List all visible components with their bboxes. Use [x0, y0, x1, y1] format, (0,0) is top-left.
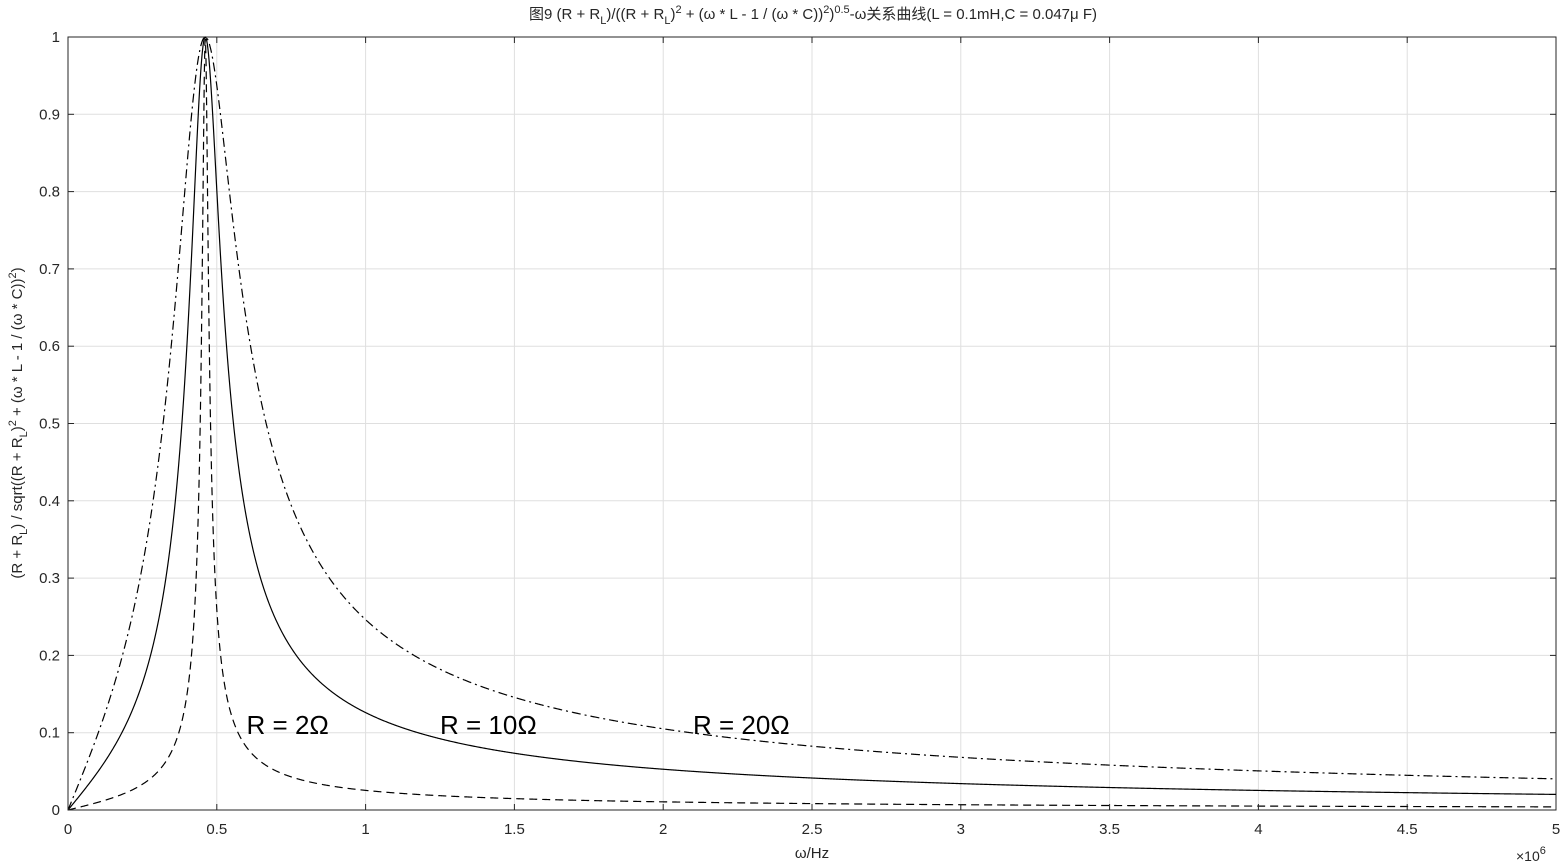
y-tick-label: 0.1 [39, 725, 60, 742]
x-tick-label: 3.5 [1099, 821, 1120, 838]
svg-text:×106: ×106 [1516, 845, 1546, 862]
x-tick-label: 1.5 [504, 821, 525, 838]
subscript: L [18, 529, 30, 535]
superscript: 0.5 [834, 4, 849, 16]
series-line-r2 [67, 38, 1556, 811]
series-line-r20 [67, 36, 1557, 811]
x-tick-label: 3 [957, 821, 965, 838]
y-tick-label: 0.5 [39, 416, 60, 433]
superscript: 2 [7, 420, 19, 426]
y-axis-label: (R + RL) / sqrt((R + RL)2 + (ω * L - 1 /… [7, 267, 30, 578]
x-tick-labels: 0 0.5 1 1.5 2 2.5 3 3.5 4 4.5 5 [64, 37, 1560, 838]
series-line-r10 [67, 36, 1557, 811]
chart-title: 图9 (R + RL)/((R + RL)2 + (ω * L - 1 / (ω… [529, 4, 1097, 27]
y-tick-label: 1 [52, 29, 60, 46]
x-axis-label: ω/Hz [795, 845, 829, 862]
rich-text-segment: ) [670, 6, 675, 23]
y-tick-label: 0.3 [39, 570, 60, 587]
rich-text-segment: ) [829, 6, 834, 23]
y-tick-label: 0.6 [39, 338, 60, 355]
x-tick-label: 0.5 [206, 821, 227, 838]
y-tick-label: 0.2 [39, 647, 60, 664]
x-exponent-power: 6 [1540, 845, 1546, 857]
y-tick-label: 0.9 [39, 106, 60, 123]
series-group [67, 36, 1557, 811]
annotation-label: R = 20Ω [693, 710, 790, 740]
x-tick-label: 2.5 [802, 821, 823, 838]
x-tick-label: 1 [361, 821, 369, 838]
rich-text-segment: ) [9, 267, 26, 272]
rich-text-segment: -ω关系曲线(L = 0.1mH,C = 0.047μ F) [850, 6, 1097, 23]
rich-text-segment: ) / sqrt((R + R [9, 437, 26, 528]
superscript: 2 [675, 4, 681, 16]
rich-text-segment: + (ω * L - 1 / (ω * C)) [682, 6, 824, 23]
y-tick-label: 0.7 [39, 261, 60, 278]
y-tick-label: 0 [52, 802, 60, 819]
x-tick-label: 4 [1254, 821, 1262, 838]
superscript: 2 [823, 4, 829, 16]
annotations: R = 2Ω R = 10Ω R = 20Ω [247, 710, 790, 740]
grid-lines [67, 36, 1557, 811]
rich-text-segment: + (ω * L - 1 / (ω * C)) [9, 279, 26, 421]
x-tick-label: 4.5 [1397, 821, 1418, 838]
x-tick-label: 5 [1552, 821, 1560, 838]
x-tick-label: 0 [64, 821, 72, 838]
superscript: 2 [7, 272, 19, 278]
subscript: L [664, 15, 670, 27]
rich-text-segment: 图9 (R + R [529, 6, 600, 23]
rich-text-segment: (R + R [9, 535, 26, 579]
subscript: L [600, 15, 606, 27]
annotation-label: R = 10Ω [440, 710, 537, 740]
annotation-label: R = 2Ω [247, 710, 329, 740]
y-tick-labels: 0 0.1 0.2 0.3 0.4 0.5 0.6 0.7 0.8 0.9 1 [39, 29, 1556, 819]
rich-text-segment: )/((R + R [606, 6, 664, 23]
y-tick-label: 0.8 [39, 184, 60, 201]
x-exponent-base: ×10 [1516, 848, 1540, 862]
x-axis-exponent: ×106 [1516, 845, 1546, 862]
subscript: L [18, 431, 30, 437]
x-tick-label: 2 [659, 821, 667, 838]
y-tick-label: 0.4 [39, 493, 60, 510]
rich-text-segment: ) [9, 426, 26, 431]
